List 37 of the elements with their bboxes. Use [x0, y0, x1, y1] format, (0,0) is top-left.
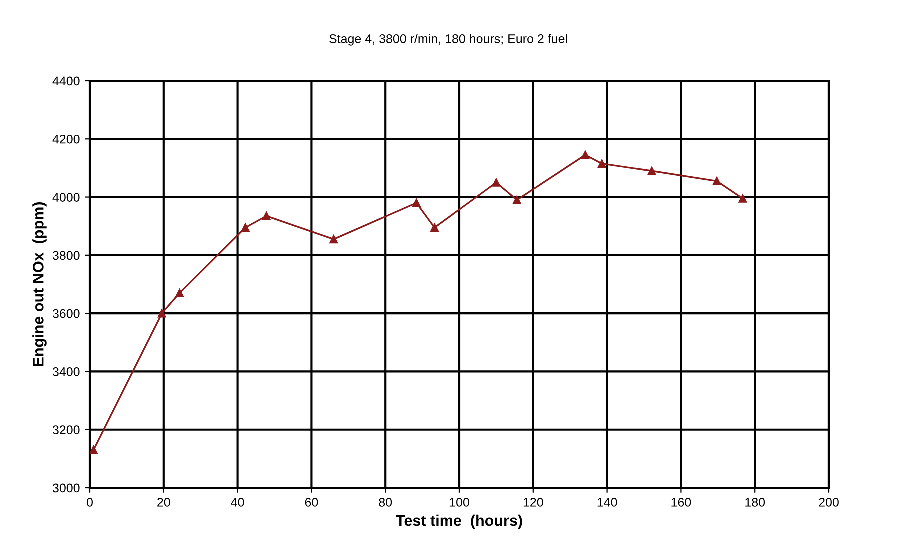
x-tick-label: 60 — [305, 498, 318, 507]
x-tick-label: 40 — [231, 498, 244, 507]
x-tick-label: 200 — [819, 498, 839, 507]
point — [512, 196, 522, 204]
y-tick-label: 3400 — [52, 368, 80, 376]
point — [648, 166, 656, 176]
point — [158, 309, 166, 318]
chart-title: Stage 4, 3800 r/min, 180 hours; Euro 2 fuel — [330, 34, 568, 46]
x-tick-label: 120 — [524, 498, 544, 507]
x-axis-title: Test time (hours) — [396, 514, 522, 530]
x-tick-label: 160 — [672, 498, 692, 507]
y-tick-label: 3200 — [52, 426, 80, 435]
y-tick-label: 3600 — [52, 309, 80, 318]
point — [581, 150, 590, 160]
x-tick-label: 80 — [379, 498, 392, 507]
point — [738, 194, 748, 203]
x-tick-label: 20 — [158, 498, 170, 507]
point — [330, 235, 338, 244]
x-tick-label: 140 — [598, 498, 618, 507]
x-tick-label: 100 — [450, 498, 470, 507]
point — [430, 224, 439, 232]
x-tick-label: 0 — [87, 498, 93, 507]
point — [262, 212, 271, 220]
y-tick-label: 3800 — [52, 251, 80, 260]
y-axis-title: Engine out NOx (ppm) — [32, 202, 47, 366]
point — [492, 178, 501, 187]
y-tick-label: 4200 — [52, 134, 80, 144]
y-tick-label: 4400 — [52, 76, 80, 86]
point — [176, 289, 184, 298]
x-tick-label: 180 — [746, 498, 766, 507]
point — [412, 198, 421, 208]
y-tick-label: 3000 — [52, 484, 80, 493]
y-tick-label: 4000 — [52, 193, 80, 202]
point — [241, 224, 250, 232]
point — [712, 177, 722, 186]
point — [90, 446, 98, 454]
point — [598, 160, 606, 168]
